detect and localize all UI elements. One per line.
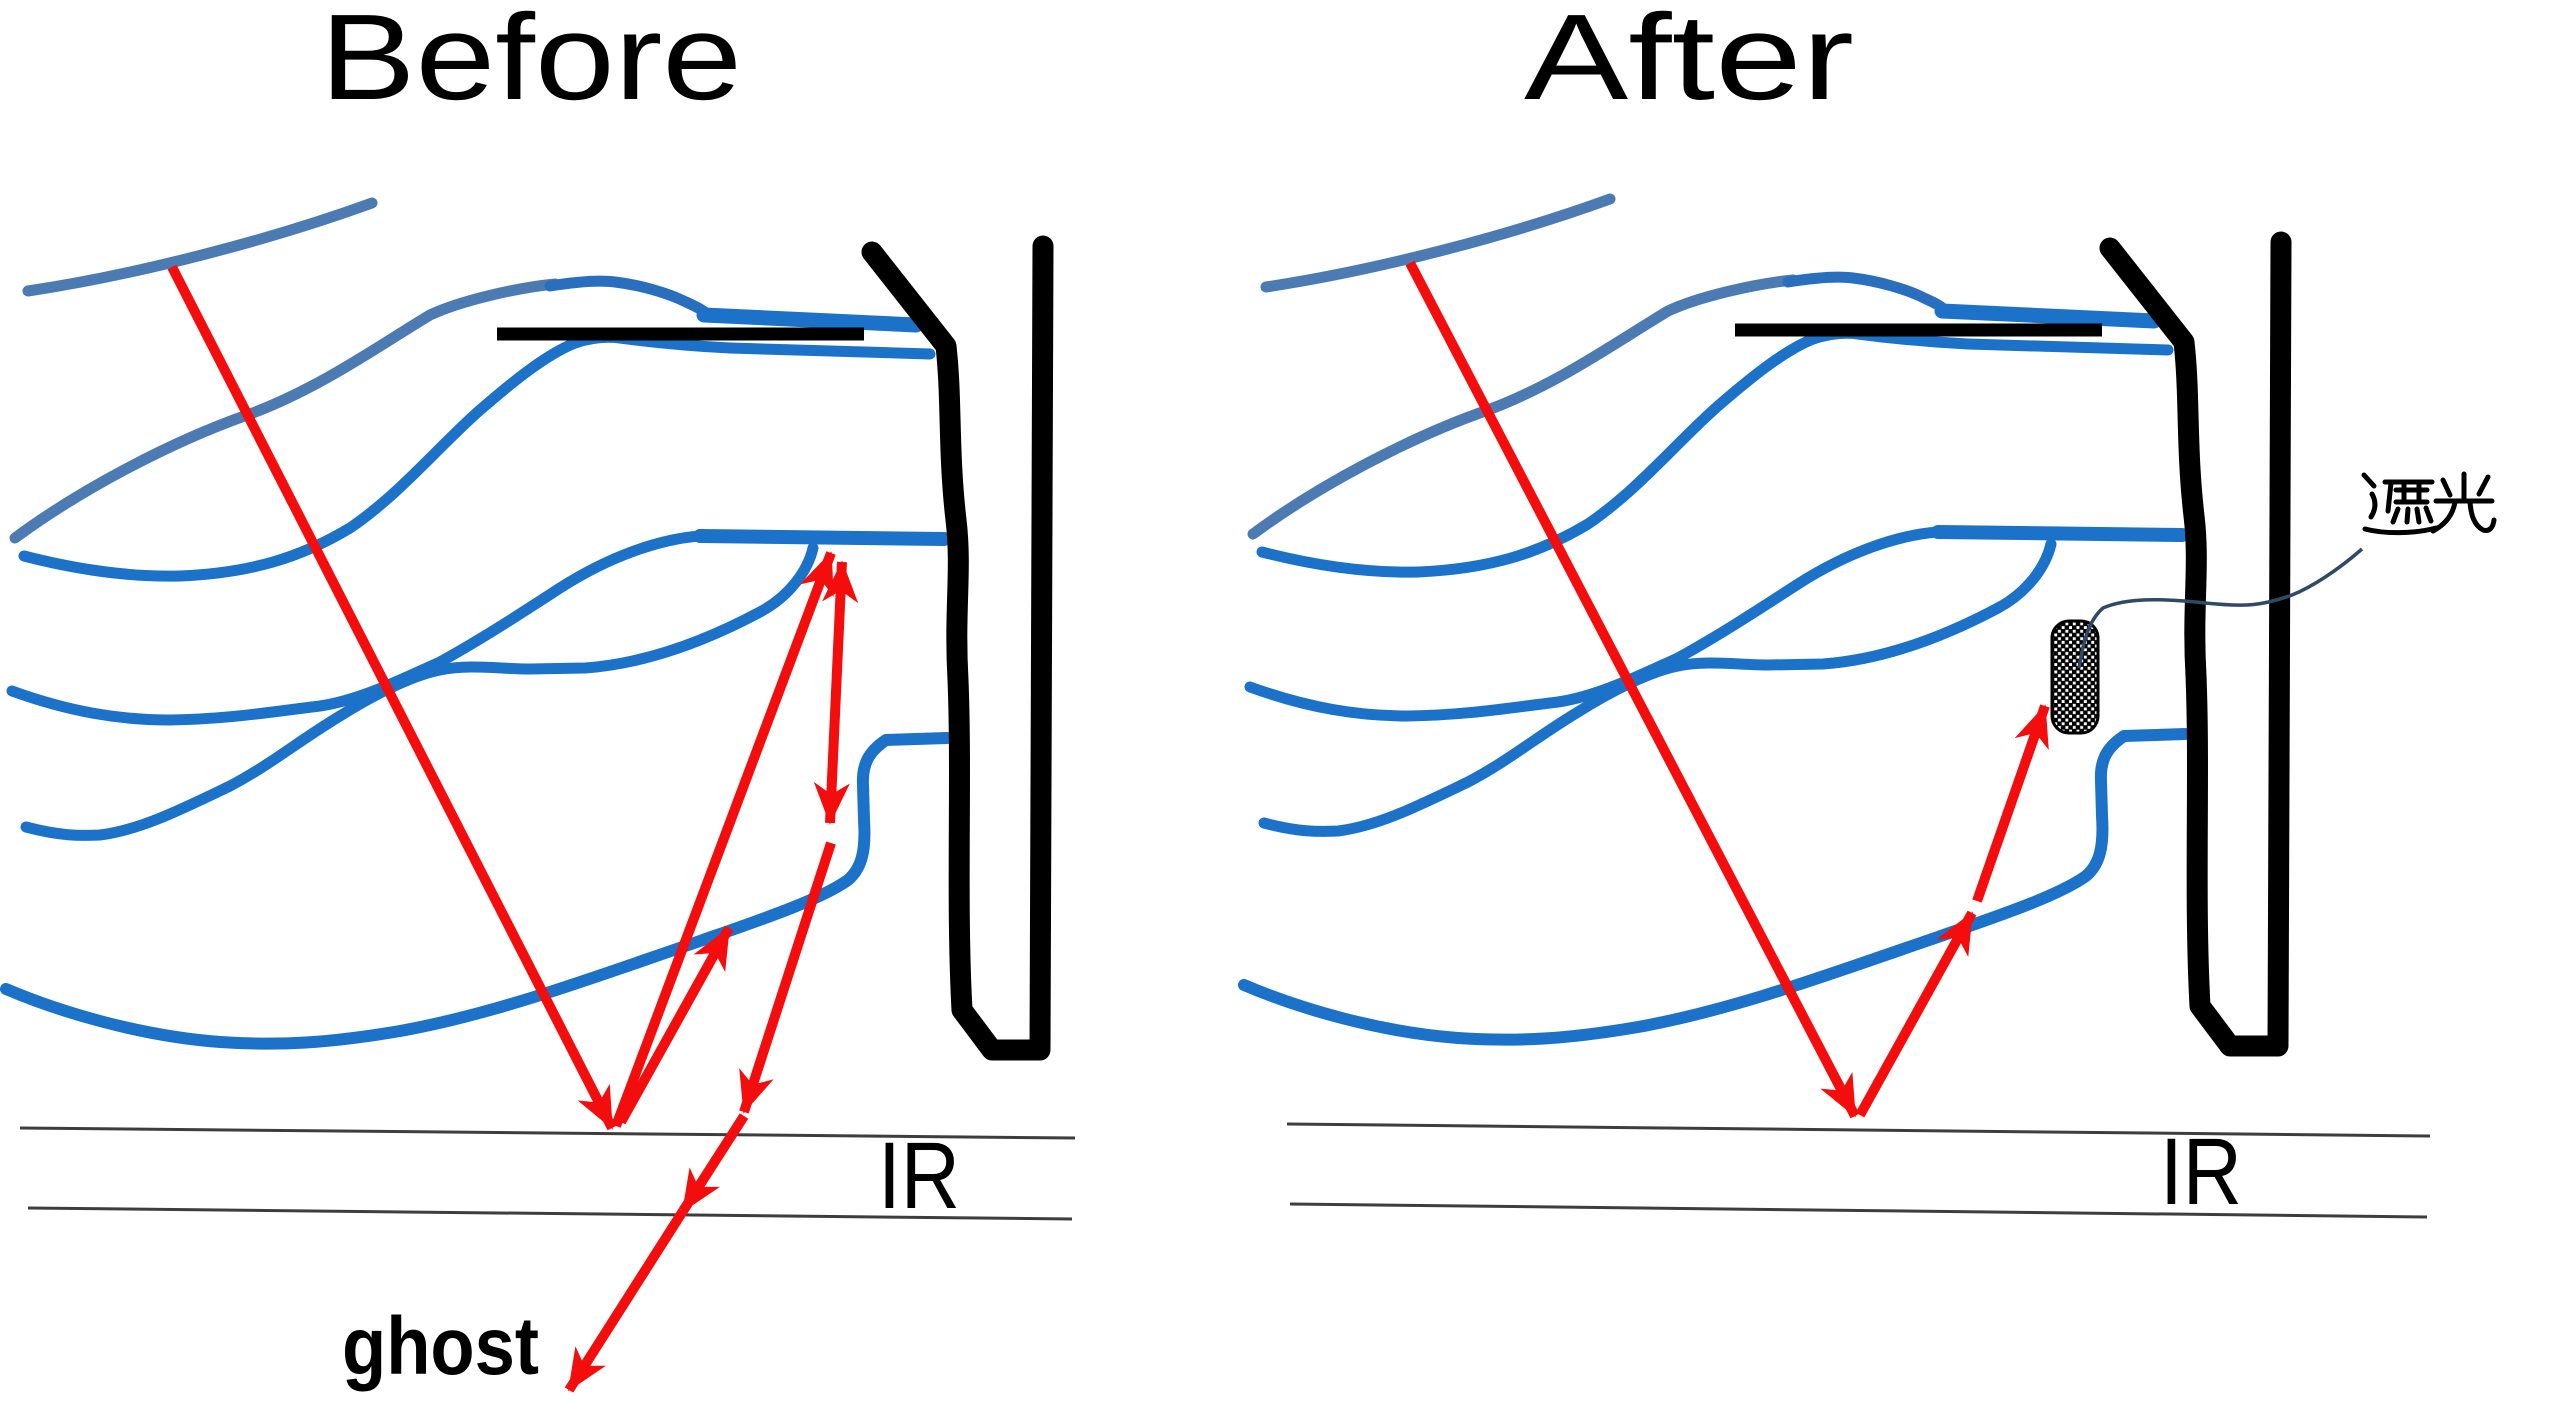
svg-text:ghost: ghost (342, 1301, 539, 1392)
svg-text:IR: IR (2160, 1119, 2242, 1225)
svg-text:After: After (1524, 0, 1854, 125)
svg-text:Before: Before (320, 0, 742, 125)
svg-text:IR: IR (878, 1123, 960, 1229)
